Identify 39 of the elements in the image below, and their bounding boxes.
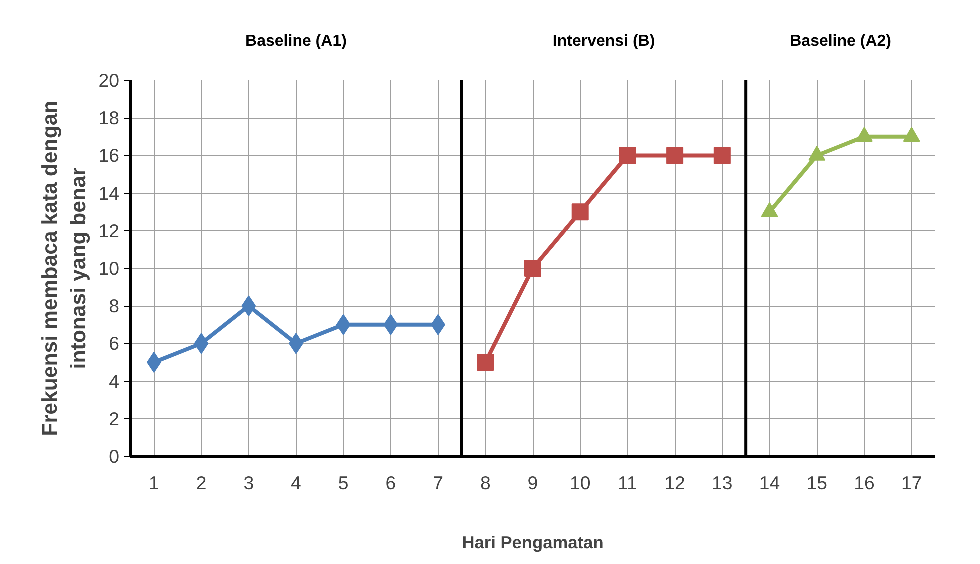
x-tick-label: 9 (528, 472, 538, 494)
x-tick-label: 7 (433, 472, 444, 494)
point (572, 204, 589, 221)
y-tick-label: 12 (98, 220, 120, 242)
x-tick-label: 6 (386, 472, 396, 494)
x-tick-label: 5 (338, 472, 349, 494)
x-tick-label: 11 (618, 472, 638, 494)
y-tick-label: 4 (109, 370, 120, 392)
text: Baseline (A2) (790, 33, 892, 50)
y-tick-label: 20 (98, 70, 120, 91)
text: Baseline (A1) (246, 33, 347, 50)
x-tick-label: 12 (664, 472, 686, 494)
x-tick-label: 3 (244, 472, 254, 494)
x-tick-label: 15 (806, 472, 828, 494)
x-tick-label: 4 (291, 472, 302, 494)
x-tick-label: 13 (712, 472, 733, 494)
y-tick-label: 2 (109, 408, 120, 430)
y-tick-label: 0 (109, 446, 120, 467)
x-tick-label: 8 (480, 472, 491, 494)
point (524, 260, 542, 277)
y-tick-label: 16 (98, 145, 120, 166)
y-axis-title: Frekuensi membaca kata dengan intonasi yang benar (38, 100, 91, 436)
y-tick-label: 8 (109, 296, 120, 317)
point (714, 147, 731, 164)
y-tick-label: 18 (98, 108, 120, 129)
point (666, 147, 684, 164)
y-tick-label: 6 (109, 333, 120, 354)
x-tick-label: 17 (901, 472, 922, 494)
y-tick-label: 14 (98, 182, 120, 204)
text: Intervensi (B) (552, 33, 656, 50)
x-axis-title: Hari Pengamatan (462, 532, 604, 552)
point (477, 354, 494, 371)
point (619, 147, 636, 164)
x-tick-label: 16 (854, 472, 875, 494)
x-tick-label: 2 (196, 472, 207, 494)
y-tick-label: 10 (98, 258, 120, 279)
x-tick-label: 14 (759, 472, 780, 494)
x-tick-label: 1 (148, 472, 160, 494)
x-tick-label: 10 (570, 472, 591, 494)
